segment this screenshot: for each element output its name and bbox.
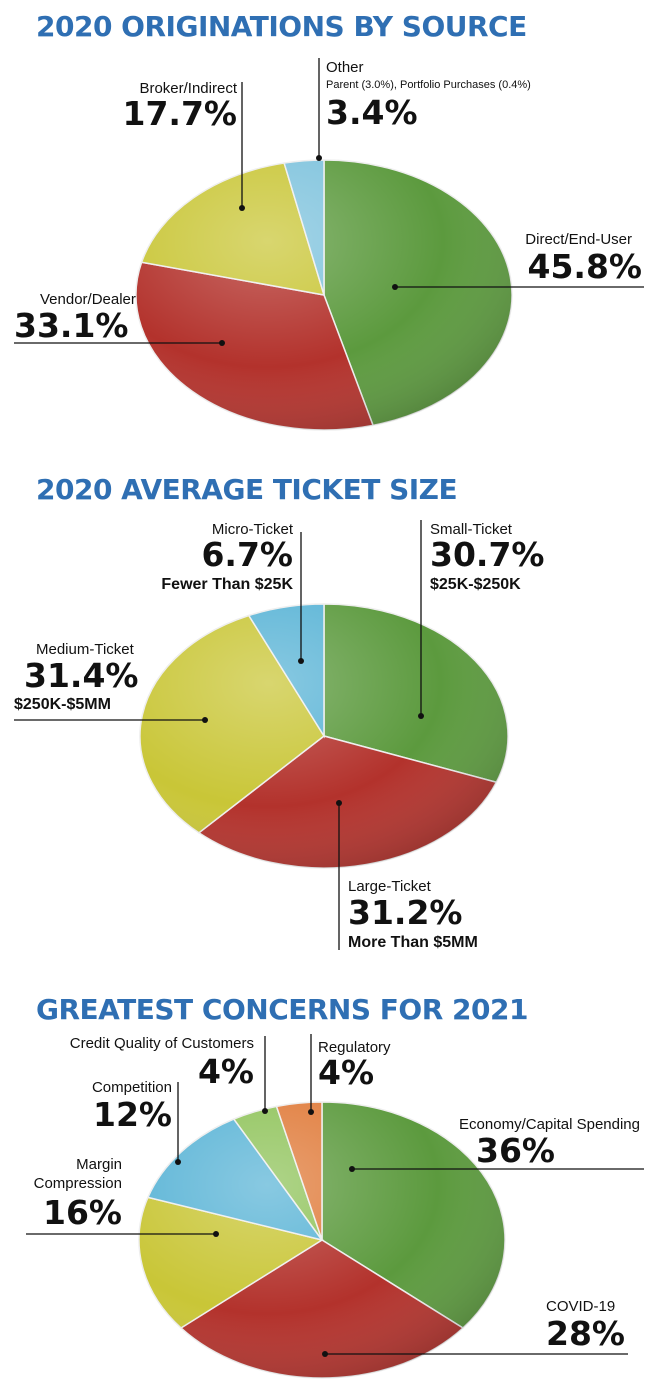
leader-dot — [219, 340, 225, 346]
pie-ticket-size — [139, 603, 509, 869]
slice-value-label: 3.4% — [326, 93, 418, 132]
callout-margin-compression: Margin Compression 16% — [26, 1156, 219, 1237]
slice-label: Vendor/Dealer — [40, 291, 136, 308]
callout-broker-indirect: Broker/Indirect 17.7% — [123, 80, 245, 211]
pie-concerns — [138, 1101, 506, 1379]
slice-value-label: 4% — [318, 1053, 374, 1092]
callout-medium-ticket: Medium-Ticket 31.4% $250K-$5MM — [14, 641, 208, 723]
leader-dot — [262, 1108, 268, 1114]
leader-dot — [202, 717, 208, 723]
slice-label-line1: Margin — [76, 1156, 122, 1173]
slice-label: Other — [326, 59, 364, 76]
leader-dot — [336, 800, 342, 806]
callout-covid-19: COVID-19 28% — [322, 1298, 628, 1357]
slice-value-label: 30.7% — [430, 535, 545, 574]
callout-economy-capital-spending: Economy/Capital Spending 36% — [349, 1116, 644, 1172]
leader-dot — [418, 713, 424, 719]
slice-label: Direct/End-User — [525, 231, 632, 248]
slice-label: COVID-19 — [546, 1298, 615, 1315]
callout-credit-quality: Credit Quality of Customers 4% — [70, 1035, 268, 1114]
chart-average-ticket-size: 2020 AVERAGE TICKET SIZE Small-Ticket 30… — [14, 473, 545, 951]
slice-value-label: 31.2% — [348, 893, 463, 932]
leader-dot — [322, 1351, 328, 1357]
slice-sublabel: $250K-$5MM — [14, 696, 111, 713]
chart-originations-by-source: 2020 ORIGINATIONS BY SOURCE Direct/End-U… — [14, 10, 644, 431]
leader-dot — [239, 205, 245, 211]
chart-greatest-concerns: GREATEST CONCERNS FOR 2021 Economy/Capit… — [26, 993, 644, 1379]
slice-label-line2: Compression — [34, 1175, 122, 1192]
slice-label: Regulatory — [318, 1039, 391, 1056]
slice-sublabel: Fewer Than $25K — [161, 576, 293, 593]
slice-label: Credit Quality of Customers — [70, 1035, 254, 1052]
pie-originations — [135, 159, 513, 431]
leader-dot — [392, 284, 398, 290]
slice-sublabel: $25K-$250K — [430, 576, 521, 593]
callout-competition: Competition 12% — [92, 1079, 181, 1165]
slice-label: Broker/Indirect — [139, 80, 237, 97]
slice-label: Large-Ticket — [348, 878, 432, 895]
leader-dot — [316, 155, 322, 161]
leader-dot — [175, 1159, 181, 1165]
chart-title: GREATEST CONCERNS FOR 2021 — [36, 993, 528, 1026]
callout-micro-ticket: Micro-Ticket 6.7% Fewer Than $25K — [161, 521, 304, 664]
slice-label: Medium-Ticket — [36, 641, 135, 658]
slice-value-label: 28% — [546, 1314, 625, 1353]
slice-value-label: 16% — [43, 1193, 122, 1232]
leader-dot — [308, 1109, 314, 1115]
leader-dot — [213, 1231, 219, 1237]
slice-value-label: 12% — [93, 1095, 172, 1134]
slice-value-label: 36% — [476, 1131, 555, 1170]
leader-dot — [298, 658, 304, 664]
callout-direct-end-user: Direct/End-User 45.8% — [392, 231, 644, 290]
callout-other: Other Parent (3.0%), Portfolio Purchases… — [316, 58, 531, 161]
slice-value-label: 4% — [198, 1052, 254, 1091]
leader-dot — [349, 1166, 355, 1172]
slice-value-label: 45.8% — [528, 247, 643, 286]
callout-vendor-dealer: Vendor/Dealer 33.1% — [14, 291, 225, 346]
chart-title: 2020 ORIGINATIONS BY SOURCE — [36, 10, 527, 43]
slice-value-label: 6.7% — [201, 535, 293, 574]
slice-label: Competition — [92, 1079, 172, 1096]
chart-title: 2020 AVERAGE TICKET SIZE — [36, 473, 457, 506]
slice-sublabel: More Than $5MM — [348, 934, 478, 951]
slice-note: Parent (3.0%), Portfolio Purchases (0.4%… — [326, 79, 531, 91]
slice-label: Economy/Capital Spending — [459, 1116, 640, 1133]
callout-large-ticket: Large-Ticket 31.2% More Than $5MM — [336, 800, 478, 951]
slice-value-label: 17.7% — [123, 94, 238, 133]
slice-value-label: 33.1% — [14, 306, 129, 345]
callout-regulatory: Regulatory 4% — [308, 1034, 391, 1115]
callout-small-ticket: Small-Ticket 30.7% $25K-$250K — [418, 520, 545, 719]
slice-value-label: 31.4% — [24, 656, 139, 695]
slice-label: Micro-Ticket — [212, 521, 294, 538]
slice-label: Small-Ticket — [430, 521, 513, 538]
